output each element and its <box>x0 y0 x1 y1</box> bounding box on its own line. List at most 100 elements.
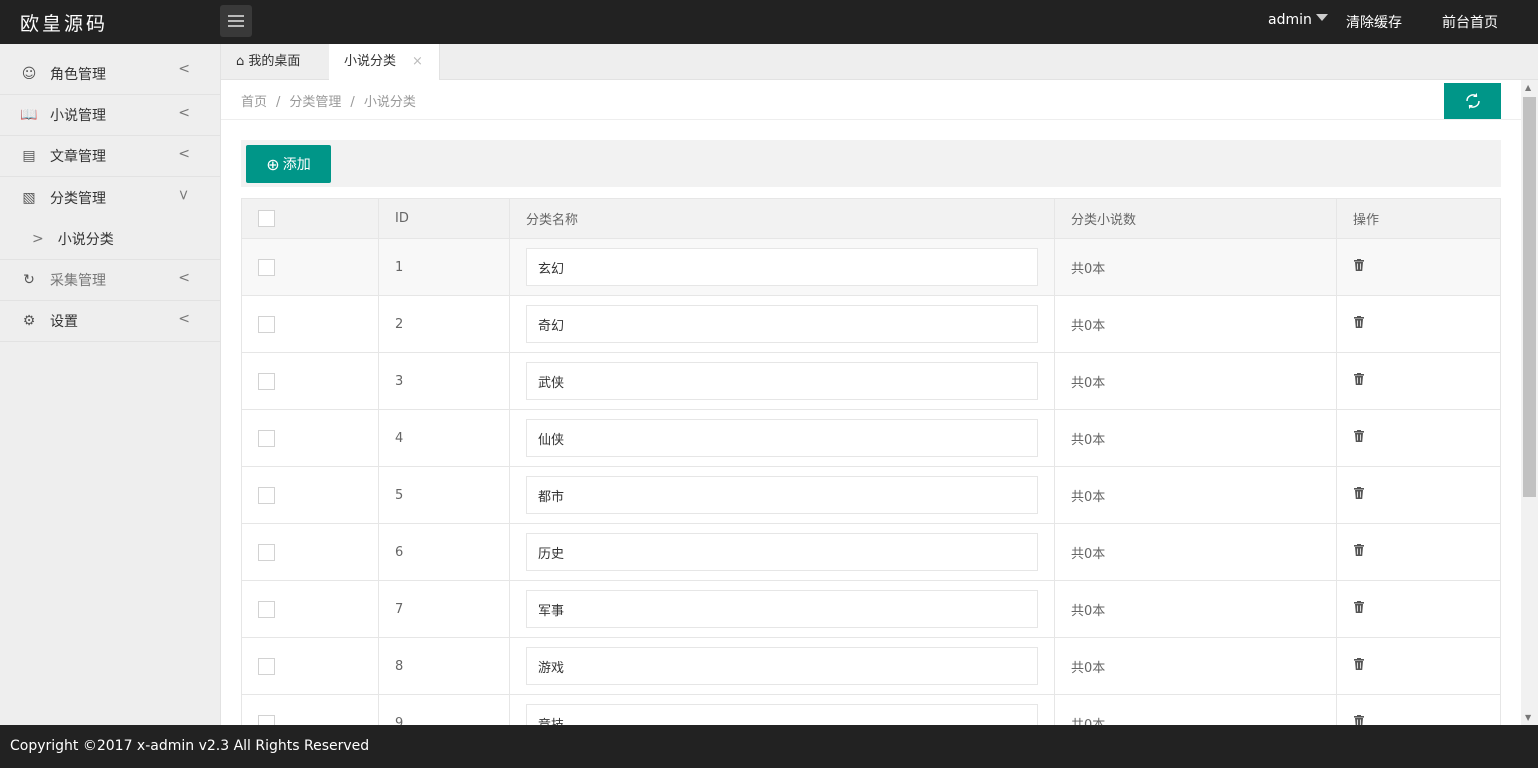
close-icon[interactable]: × <box>412 54 423 69</box>
row-select <box>241 295 379 353</box>
toolbar: ⊕ 添加 <box>241 140 1501 187</box>
logo: 欧皇源码 <box>20 13 109 35</box>
chevron-left-icon: < <box>178 270 190 286</box>
sidebar-item-articles[interactable]: ▤ 文章管理 < <box>0 136 220 177</box>
list-icon <box>228 15 244 27</box>
sidebar-subitem-novel-category[interactable]: > 小说分类 <box>0 218 220 260</box>
sidebar-item-novels[interactable]: 📖 小说管理 < <box>0 95 220 136</box>
category-name-input[interactable] <box>526 704 1038 725</box>
row-name-cell <box>509 523 1055 581</box>
category-name-input[interactable] <box>526 362 1038 400</box>
row-actions <box>1336 352 1501 410</box>
row-checkbox[interactable] <box>258 714 275 725</box>
category-name-input[interactable] <box>526 476 1038 514</box>
row-select <box>241 409 379 467</box>
category-icon: ▧ <box>22 189 36 206</box>
sidebar-item-label: 分类管理 <box>50 190 106 207</box>
menu-toggle-button[interactable] <box>220 5 252 37</box>
row-checkbox[interactable] <box>258 543 275 561</box>
chevron-down-icon: < <box>176 189 193 201</box>
row-id: 8 <box>378 637 510 695</box>
category-name-input[interactable] <box>526 647 1038 685</box>
row-name-cell <box>509 352 1055 410</box>
category-name-input[interactable] <box>526 248 1038 286</box>
row-checkbox[interactable] <box>258 486 275 504</box>
row-count: 共0本 <box>1054 238 1337 296</box>
sidebar-item-label: 小说管理 <box>50 108 106 124</box>
header-count: 分类小说数 <box>1054 198 1337 239</box>
row-count: 共0本 <box>1054 694 1337 725</box>
sidebar-item-collect[interactable]: ↻ 采集管理 < <box>0 260 220 301</box>
add-button[interactable]: ⊕ 添加 <box>246 145 331 183</box>
tab-novel-category[interactable]: 小说分类 × <box>329 44 440 80</box>
row-id: 5 <box>378 466 510 524</box>
breadcrumb: 首页 / 分类管理 / 小说分类 <box>221 80 1521 120</box>
sidebar-item-roles[interactable]: ☺ 角色管理 < <box>0 44 220 95</box>
scrollbar[interactable]: ▲ ▼ <box>1521 80 1538 725</box>
row-name-cell <box>509 409 1055 467</box>
sidebar-item-label: 设置 <box>50 314 78 330</box>
home-icon: ⌂ <box>236 54 245 69</box>
sidebar-item-label: 文章管理 <box>50 149 106 165</box>
row-id: 6 <box>378 523 510 581</box>
row-id: 1 <box>378 238 510 296</box>
tab-desktop[interactable]: ⌂ 我的桌面 <box>221 44 329 80</box>
table-row: 2 共0本 <box>241 295 1501 353</box>
top-header: 欧皇源码 admin 清除缓存 前台首页 <box>0 0 1538 44</box>
row-checkbox[interactable] <box>258 315 275 333</box>
trash-icon[interactable] <box>1353 715 1365 725</box>
row-name-cell <box>509 295 1055 353</box>
trash-icon[interactable] <box>1353 658 1365 674</box>
row-name-cell <box>509 466 1055 524</box>
front-home-link[interactable]: 前台首页 <box>1442 15 1498 31</box>
row-name-cell <box>509 580 1055 638</box>
row-id: 2 <box>378 295 510 353</box>
book-icon: 📖 <box>20 107 38 123</box>
sidebar-item-settings[interactable]: ⚙ 设置 < <box>0 301 220 342</box>
trash-icon[interactable] <box>1353 544 1365 560</box>
row-id: 3 <box>378 352 510 410</box>
user-menu[interactable]: admin <box>1268 12 1328 28</box>
category-name-input[interactable] <box>526 305 1038 343</box>
trash-icon[interactable] <box>1353 430 1365 446</box>
row-count: 共0本 <box>1054 580 1337 638</box>
tab-label: 我的桌面 <box>248 54 301 69</box>
header-actions: 操作 <box>1336 198 1501 239</box>
row-checkbox[interactable] <box>258 600 275 618</box>
row-checkbox[interactable] <box>258 372 275 390</box>
trash-icon[interactable] <box>1353 316 1365 332</box>
table-row: 6 共0本 <box>241 523 1501 581</box>
clear-cache-link[interactable]: 清除缓存 <box>1346 15 1402 31</box>
table-row: 4 共0本 <box>241 409 1501 467</box>
table-row: 3 共0本 <box>241 352 1501 410</box>
plus-circle-icon: ⊕ <box>266 154 280 174</box>
scroll-down-icon[interactable]: ▼ <box>1525 713 1532 722</box>
trash-icon[interactable] <box>1353 373 1365 389</box>
scroll-up-icon[interactable]: ▲ <box>1525 83 1532 92</box>
row-checkbox[interactable] <box>258 429 275 447</box>
select-all-checkbox[interactable] <box>258 210 275 227</box>
breadcrumb-home[interactable]: 首页 <box>241 95 268 110</box>
header-id: ID <box>378 198 510 239</box>
trash-icon[interactable] <box>1353 487 1365 503</box>
category-name-input[interactable] <box>526 419 1038 457</box>
sidebar: ☺ 角色管理 < 📖 小说管理 < ▤ 文章管理 < ▧ 分类管理 < > 小说分类 ↻ 采集管理 <… <box>0 44 221 725</box>
refresh-button[interactable] <box>1444 83 1501 119</box>
sidebar-item-categories[interactable]: ▧ 分类管理 < <box>0 177 220 218</box>
chevron-left-icon: < <box>178 311 190 327</box>
row-count: 共0本 <box>1054 637 1337 695</box>
collect-icon: ↻ <box>23 272 35 288</box>
row-checkbox[interactable] <box>258 258 275 276</box>
trash-icon[interactable] <box>1353 601 1365 617</box>
refresh-icon <box>1465 93 1480 109</box>
row-id: 7 <box>378 580 510 638</box>
breadcrumb-category[interactable]: 分类管理 <box>289 95 342 110</box>
header-name: 分类名称 <box>509 198 1055 239</box>
row-name-cell <box>509 637 1055 695</box>
row-count: 共0本 <box>1054 466 1337 524</box>
trash-icon[interactable] <box>1353 259 1365 275</box>
scrollbar-thumb[interactable] <box>1523 97 1536 497</box>
row-checkbox[interactable] <box>258 657 275 675</box>
category-name-input[interactable] <box>526 533 1038 571</box>
category-name-input[interactable] <box>526 590 1038 628</box>
